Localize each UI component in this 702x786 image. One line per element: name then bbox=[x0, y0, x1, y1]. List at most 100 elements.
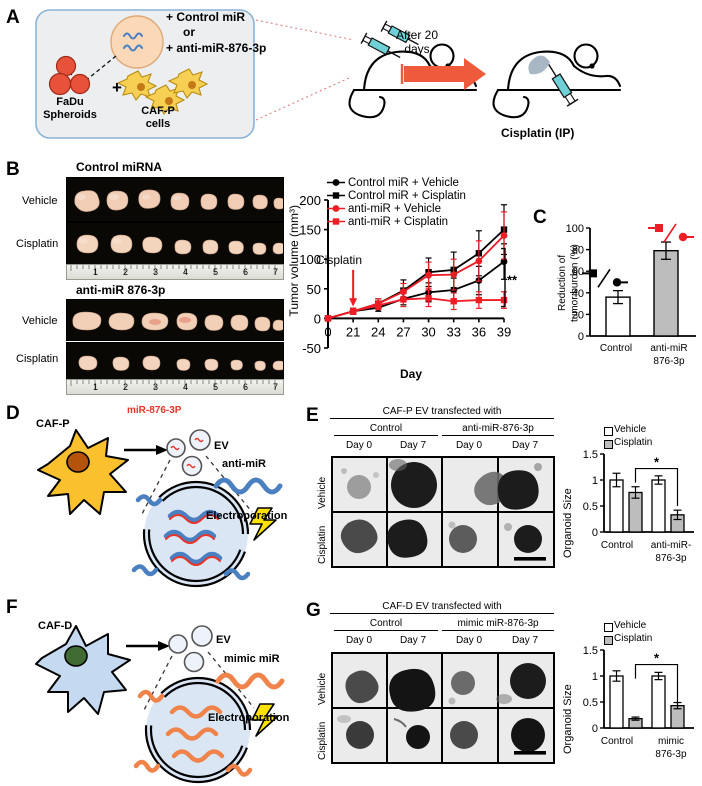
organoid-size-chart-g: 0 0.5 1 1.5 * bbox=[576, 632, 700, 754]
svg-text:0.5: 0.5 bbox=[583, 697, 598, 709]
fadu-spheroids-label: FaDu Spheroids bbox=[43, 96, 97, 122]
box-line-2: or bbox=[183, 25, 195, 40]
anti-mir-label: anti-miR bbox=[222, 458, 266, 470]
legend-swatch-cisplatin-e bbox=[604, 440, 613, 449]
box-line-3: + anti-miR-876-3p bbox=[166, 40, 267, 55]
svg-text:80: 80 bbox=[572, 245, 584, 257]
tumor-photo-antimir-vehicle bbox=[66, 299, 284, 341]
panel-g-header: CAF-D EV transfected with bbox=[330, 601, 554, 614]
tumor-photo-control-vehicle bbox=[66, 177, 284, 222]
svg-text:-50: -50 bbox=[302, 341, 321, 356]
row-label-cisplatin-2: Cisplatin bbox=[16, 353, 59, 365]
svg-text:50: 50 bbox=[307, 282, 321, 297]
day-axis-label: Day bbox=[400, 367, 423, 381]
ruler2-tick-6: 6 bbox=[243, 382, 249, 392]
panel-g-day-0-mimic: Day 0 bbox=[455, 635, 483, 646]
ruler2-tick-5: 5 bbox=[213, 382, 219, 392]
ruler-antimir: 1 2 3 4 5 6 7 bbox=[66, 379, 284, 395]
panel-e-day-7-antimir: Day 7 bbox=[511, 440, 539, 451]
panel-e-group-antimir: anti-miR-876-3p bbox=[442, 423, 554, 436]
svg-text:Cisplatin: Cisplatin bbox=[316, 253, 362, 267]
svg-text:20: 20 bbox=[572, 309, 584, 321]
panel-a-box-text: + Control miR or + anti-miR-876-3p bbox=[166, 10, 266, 56]
panel-g-xtick-control: Control bbox=[600, 736, 634, 747]
svg-text:anti-miR + Vehicle: anti-miR + Vehicle bbox=[348, 203, 441, 215]
svg-text:0: 0 bbox=[578, 331, 584, 343]
ruler-tick-2: 2 bbox=[123, 267, 129, 277]
panel-g-xtick-mimic: mimic 876-3p bbox=[655, 736, 687, 760]
svg-text:**: ** bbox=[507, 272, 518, 287]
svg-text:1: 1 bbox=[592, 671, 598, 683]
ruler-tick-4: 4 bbox=[183, 267, 189, 277]
svg-text:36: 36 bbox=[472, 324, 486, 339]
panel-e-day-0-antimir: Day 0 bbox=[455, 440, 483, 451]
svg-text:Control miR + Cisplatin: Control miR + Cisplatin bbox=[348, 190, 466, 202]
panel-e-xtick-antimir: anti-miR- 876-3p bbox=[650, 540, 692, 564]
caf-d-label-f: CAF-D bbox=[38, 620, 73, 632]
legend-cisplatin-e: Cisplatin bbox=[604, 437, 652, 449]
cisplatin-ip-label: Cisplatin (IP) bbox=[501, 126, 575, 140]
svg-text:30: 30 bbox=[421, 324, 435, 339]
svg-text:*: * bbox=[654, 651, 660, 666]
row-label-vehicle-2: Vehicle bbox=[22, 315, 58, 327]
ruler2-tick-3: 3 bbox=[153, 382, 159, 392]
svg-text:40: 40 bbox=[572, 288, 584, 300]
mir-876-3p-label: miR-876-3P bbox=[127, 405, 182, 416]
panel-d-schematic bbox=[37, 429, 277, 588]
panel-label-a: A bbox=[6, 7, 20, 28]
svg-text:1: 1 bbox=[592, 475, 598, 487]
panel-a-schematic bbox=[35, 9, 622, 139]
panel-e-group-control: Control bbox=[334, 423, 438, 436]
svg-text:0: 0 bbox=[592, 527, 598, 539]
panel-e-day-7-control: Day 7 bbox=[399, 440, 427, 451]
panel-f-schematic bbox=[35, 625, 279, 784]
panel-label-d: D bbox=[6, 403, 20, 424]
tumor-photo-antimir-cisplatin bbox=[66, 342, 284, 380]
reduction-axis-label: Reduction of tumor burden (%) bbox=[557, 244, 581, 322]
panel-e-day-0-control: Day 0 bbox=[345, 440, 373, 451]
electroporation-label-f: Electroporation bbox=[208, 712, 290, 724]
svg-text:200: 200 bbox=[299, 193, 321, 208]
ruler2-tick-2: 2 bbox=[123, 382, 129, 392]
panel-g-day-7-mimic: Day 7 bbox=[511, 635, 539, 646]
ruler-control: 1 2 3 4 5 6 7 8 bbox=[66, 264, 284, 280]
ruler2-tick-7: 7 bbox=[273, 382, 279, 392]
svg-text:0: 0 bbox=[324, 324, 331, 339]
row-label-cisplatin-1: Cisplatin bbox=[16, 238, 59, 250]
panel-label-c: C bbox=[533, 207, 547, 228]
svg-text:150: 150 bbox=[299, 223, 321, 238]
mimic-mir-label: mimic miR bbox=[224, 653, 280, 665]
svg-text:0.5: 0.5 bbox=[583, 501, 598, 513]
legend-swatch-cisplatin-g bbox=[604, 636, 613, 645]
row-label-vehicle-1: Vehicle bbox=[22, 195, 58, 207]
organoid-size-chart-e: 0 0.5 1 1.5 * bbox=[576, 436, 700, 558]
anti-mir-title: anti-miR 876-3p bbox=[76, 283, 166, 297]
panel-c-xtick-antimir: anti-miR 876-3p bbox=[650, 343, 688, 367]
svg-text:27: 27 bbox=[396, 324, 410, 339]
panel-g-day-7-control: Day 7 bbox=[399, 635, 427, 646]
svg-text:100: 100 bbox=[299, 252, 321, 267]
ev-label-f: EV bbox=[216, 634, 231, 646]
reduction-burden-chart: 0 20 40 60 80 100 bbox=[556, 218, 702, 368]
panel-g-row-vehicle: Vehicle bbox=[317, 672, 328, 705]
legend-swatch-vehicle-e bbox=[604, 427, 613, 436]
svg-text:anti-miR + Cisplatin: anti-miR + Cisplatin bbox=[348, 216, 448, 228]
ev-label-d: EV bbox=[214, 440, 229, 452]
panel-label-e: E bbox=[306, 405, 319, 426]
tumor-volume-axis-label: Tumor volume (mm³) bbox=[287, 205, 301, 317]
svg-text:0: 0 bbox=[592, 723, 598, 735]
svg-text:1.5: 1.5 bbox=[583, 645, 598, 657]
electroporation-label-d: Electroporation bbox=[206, 510, 288, 522]
panel-label-b: B bbox=[6, 159, 20, 180]
anti-mir-strand-icon bbox=[213, 477, 283, 495]
ruler-tick-7: 7 bbox=[273, 267, 279, 277]
panel-e-row-vehicle: Vehicle bbox=[317, 476, 328, 509]
panel-g-row-cisplatin: Cisplatin bbox=[317, 721, 328, 760]
legend-swatch-vehicle-g bbox=[604, 623, 613, 632]
svg-text:*: * bbox=[654, 455, 660, 470]
svg-text:60: 60 bbox=[572, 266, 584, 278]
panel-g-day-0-control: Day 0 bbox=[345, 635, 373, 646]
svg-text:24: 24 bbox=[371, 324, 385, 339]
panel-label-f: F bbox=[6, 597, 18, 618]
ruler2-tick-4: 4 bbox=[183, 382, 189, 392]
